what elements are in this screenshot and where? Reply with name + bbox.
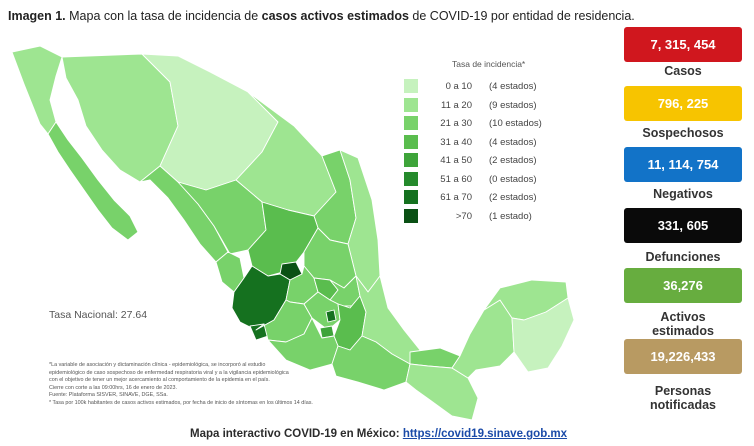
legend-range: 51 a 60 xyxy=(440,173,472,185)
state-guerrero xyxy=(267,317,339,371)
legend-swatch xyxy=(404,97,418,112)
state-quintana-roo xyxy=(511,297,575,373)
legend-count: (10 estados) xyxy=(489,118,542,129)
legend-count: (9 estados) xyxy=(489,99,537,111)
legend-count: (4 estados) xyxy=(489,81,537,92)
legend-range: 31 a 40 xyxy=(440,136,472,148)
legend-range: 21 a 30 xyxy=(440,118,472,129)
national-rate: Tasa Nacional: 27.64 xyxy=(49,309,148,321)
legend-count: (2 estados) xyxy=(489,155,537,166)
stat-value: 19,226,433 xyxy=(624,339,742,374)
state-baja-california-sur xyxy=(47,121,139,241)
stat-label: Defunciones xyxy=(645,250,721,264)
stat-value: 11, 114, 754 xyxy=(624,147,742,182)
figure-number: Imagen 1. xyxy=(8,9,66,23)
stat-label: Activos estimados xyxy=(652,310,714,338)
footnote-line: Cierre con corte a las 09:00hrs, 16 de e… xyxy=(49,384,177,391)
title-bold: casos activos estimados xyxy=(261,9,409,23)
stat-label: Personas notificadas xyxy=(650,384,716,412)
legend-swatch xyxy=(404,190,418,204)
stat-label: Sospechosos xyxy=(642,126,724,140)
legend-range: 41 a 50 xyxy=(440,155,472,166)
mexico-map xyxy=(11,45,575,420)
state-chiapas xyxy=(405,363,479,420)
title-text-2: de COVID-19 por entidad de residencia. xyxy=(408,9,635,23)
legend-count: (0 estados) xyxy=(489,173,537,185)
footnotes: *La variable de asociación y dictaminaci… xyxy=(49,362,349,408)
footer-label: Mapa interactivo COVID-19 en México: xyxy=(190,428,403,440)
title-text-1: Mapa con la tasa de incidencia de xyxy=(65,9,262,23)
legend-count: (1 estado) xyxy=(489,210,532,222)
legend-title: Tasa de incidencia* xyxy=(452,59,526,69)
footer: Mapa interactivo COVID-19 en México: htt… xyxy=(190,428,567,440)
stat-value: 7, 315, 454 xyxy=(624,27,742,62)
legend-swatch xyxy=(404,116,418,130)
interactive-map-link[interactable]: https://covid19.sinave.gob.mx xyxy=(402,428,568,440)
footnote-line: *La variable de asociación y dictaminaci… xyxy=(49,362,266,368)
legend-swatch xyxy=(404,171,418,186)
state-campeche xyxy=(451,299,515,379)
stat-label: Negativos xyxy=(653,187,713,201)
legend-swatch xyxy=(404,153,418,167)
legend-swatch xyxy=(404,134,418,149)
page-title: Imagen 1. Mapa con la tasa de incidencia… xyxy=(8,9,635,23)
stat-value: 36,276 xyxy=(624,268,742,303)
legend-range: 0 a 10 xyxy=(445,81,472,92)
footnote-line: epidemiológico de caso sospechoso de enf… xyxy=(49,369,289,376)
footnote-line: * Tasa por 100k habitantes de casos acti… xyxy=(49,399,313,406)
footnote-line: con el objetivo de tener un mejor acerca… xyxy=(49,377,270,384)
legend-count: (4 estados) xyxy=(489,136,537,148)
legend-count: (2 estados) xyxy=(489,192,537,203)
legend-swatch xyxy=(404,79,418,93)
stat-value: 796, 225 xyxy=(624,86,742,121)
legend-range: 61 a 70 xyxy=(440,192,472,203)
stat-value: 331, 605 xyxy=(624,208,742,243)
footnote-line: Fuente: Plataforma SISVER, SINAVE, DGE, … xyxy=(49,392,168,399)
legend-swatch xyxy=(404,208,418,223)
legend-range: >70 xyxy=(455,210,472,222)
legend-range: 11 a 20 xyxy=(441,99,472,111)
stat-label: Casos xyxy=(664,64,702,78)
state-baja-california xyxy=(11,45,63,135)
state-cdmx xyxy=(325,309,337,323)
